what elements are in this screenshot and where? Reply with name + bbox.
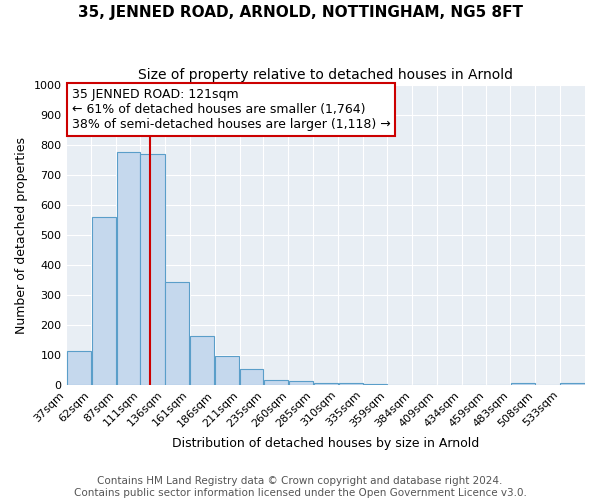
Text: Contains HM Land Registry data © Crown copyright and database right 2024.
Contai: Contains HM Land Registry data © Crown c…	[74, 476, 526, 498]
Title: Size of property relative to detached houses in Arnold: Size of property relative to detached ho…	[138, 68, 513, 82]
Bar	[166, 282, 190, 385]
Text: 35 JENNED ROAD: 121sqm
← 61% of detached houses are smaller (1,764)
38% of semi-: 35 JENNED ROAD: 121sqm ← 61% of detached…	[71, 88, 391, 132]
Bar	[511, 382, 535, 385]
Text: 35, JENNED ROAD, ARNOLD, NOTTINGHAM, NG5 8FT: 35, JENNED ROAD, ARNOLD, NOTTINGHAM, NG5…	[77, 5, 523, 20]
X-axis label: Distribution of detached houses by size in Arnold: Distribution of detached houses by size …	[172, 437, 479, 450]
Bar	[314, 382, 338, 385]
Bar	[289, 382, 313, 385]
Bar	[240, 370, 263, 385]
Bar	[215, 356, 239, 385]
Bar	[264, 380, 288, 385]
Bar	[364, 384, 386, 385]
Y-axis label: Number of detached properties: Number of detached properties	[15, 136, 28, 334]
Bar	[140, 154, 164, 385]
Bar	[92, 217, 116, 385]
Bar	[560, 382, 584, 385]
Bar	[190, 336, 214, 385]
Bar	[116, 152, 140, 385]
Bar	[338, 384, 362, 385]
Bar	[67, 351, 91, 385]
